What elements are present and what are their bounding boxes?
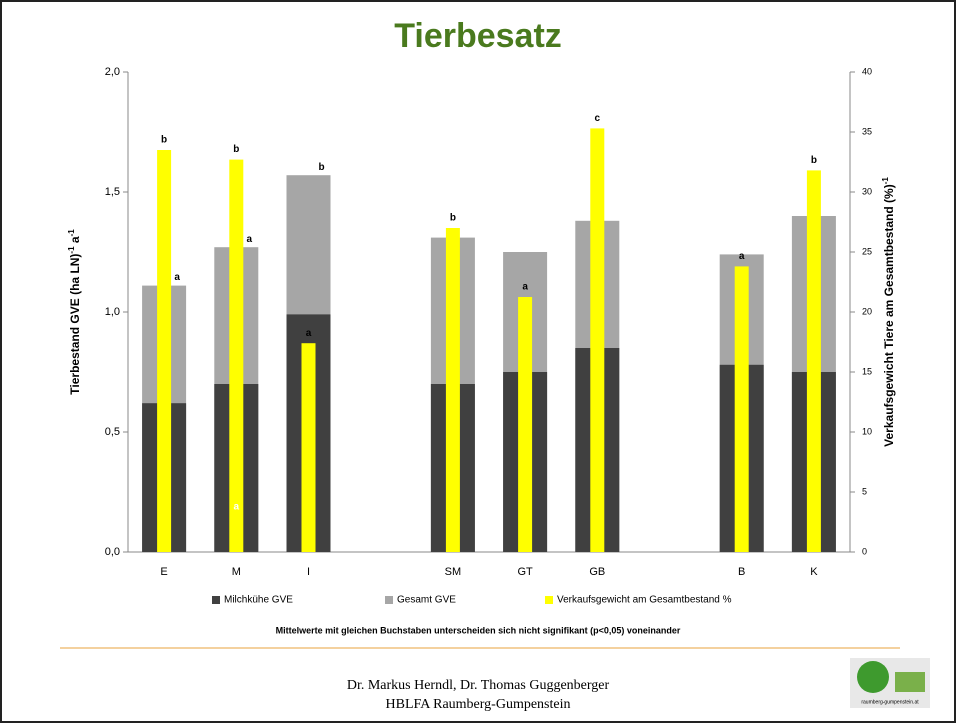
y-axis-title-part: -1 (67, 246, 76, 254)
significance-letter: a (174, 272, 180, 283)
y2-tick-label: 25 (862, 246, 872, 256)
y2-tick-label: 20 (862, 306, 872, 316)
y2-bar (157, 150, 172, 552)
logo-block (895, 672, 925, 692)
y-tick-label: 0,0 (105, 546, 120, 558)
legend-swatch (212, 596, 220, 604)
y2-bar (445, 228, 460, 552)
y-axis-title-part: -1 (67, 229, 76, 237)
logo: raumberg-gumpenstein.at (850, 658, 930, 708)
legend-label: Gesamt GVE (397, 595, 456, 606)
y2-tick-label: 30 (862, 186, 872, 196)
y2-bar (301, 343, 316, 552)
legend-label: Milchkühe GVE (224, 595, 293, 606)
y-tick-label: 2,0 (105, 66, 120, 78)
x-tick-label: GT (517, 566, 533, 578)
significance-letter: a (306, 328, 312, 339)
y2-axis-title: Verkaufsgewicht Tiere am Gesamtbestand (… (881, 177, 897, 447)
legend-swatch (385, 596, 393, 604)
significance-letter: a (234, 502, 240, 513)
x-tick-label: E (160, 566, 167, 578)
legend-swatch (545, 596, 553, 604)
y2-axis-title-part: -1 (881, 177, 890, 185)
y-tick-label: 0,5 (105, 426, 120, 438)
y2-bar (806, 170, 821, 552)
slide-title: Tierbesatz (394, 17, 562, 55)
y-axis-title: Tierbestand GVE (ha LN)-1 a-1 (67, 229, 83, 395)
significance-letter: b (318, 162, 324, 173)
y2-tick-label: 5 (862, 486, 867, 496)
y2-tick-label: 15 (862, 366, 872, 376)
significance-letter: a (522, 282, 528, 293)
significance-letter: a (247, 234, 253, 245)
y2-bar (590, 128, 605, 552)
significance-letter: b (450, 213, 456, 224)
institution: HBLFA Raumberg-Gumpenstein (386, 697, 571, 712)
y-tick-label: 1,0 (105, 306, 120, 318)
x-tick-label: M (232, 566, 241, 578)
x-tick-label: I (307, 566, 310, 578)
authors: Dr. Markus Herndl, Dr. Thomas Guggenberg… (347, 678, 610, 693)
significance-letter: b (161, 135, 167, 146)
significance-letter: b (811, 155, 817, 166)
y-tick-label: 1,5 (105, 186, 120, 198)
x-tick-label: SM (445, 566, 462, 578)
y2-tick-label: 35 (862, 126, 872, 136)
significance-letter: c (595, 113, 601, 124)
significance-letter: a (739, 251, 745, 262)
logo-text: raumberg-gumpenstein.at (861, 699, 919, 705)
y2-tick-label: 10 (862, 426, 872, 436)
y2-tick-label: 0 (862, 546, 867, 556)
significance-letter: b (233, 144, 239, 155)
x-tick-label: K (810, 566, 818, 578)
y-axis-title-part: a (68, 236, 82, 246)
y-axis-title-part: Tierbestand GVE (ha LN) (68, 254, 82, 395)
y2-bar (734, 266, 749, 552)
y2-axis-title-part: Verkaufsgewicht Tiere am Gesamtbestand (… (882, 184, 896, 447)
logo-circle (857, 661, 889, 693)
y2-bar (518, 297, 533, 552)
y2-bar (229, 159, 244, 552)
y2-tick-label: 40 (862, 66, 872, 76)
legend-label: Verkaufsgewicht am Gesamtbestand % (557, 595, 732, 606)
x-tick-label: GB (589, 566, 605, 578)
note: Mittelwerte mit gleichen Buchstaben unte… (276, 625, 681, 635)
x-tick-label: B (738, 566, 745, 578)
